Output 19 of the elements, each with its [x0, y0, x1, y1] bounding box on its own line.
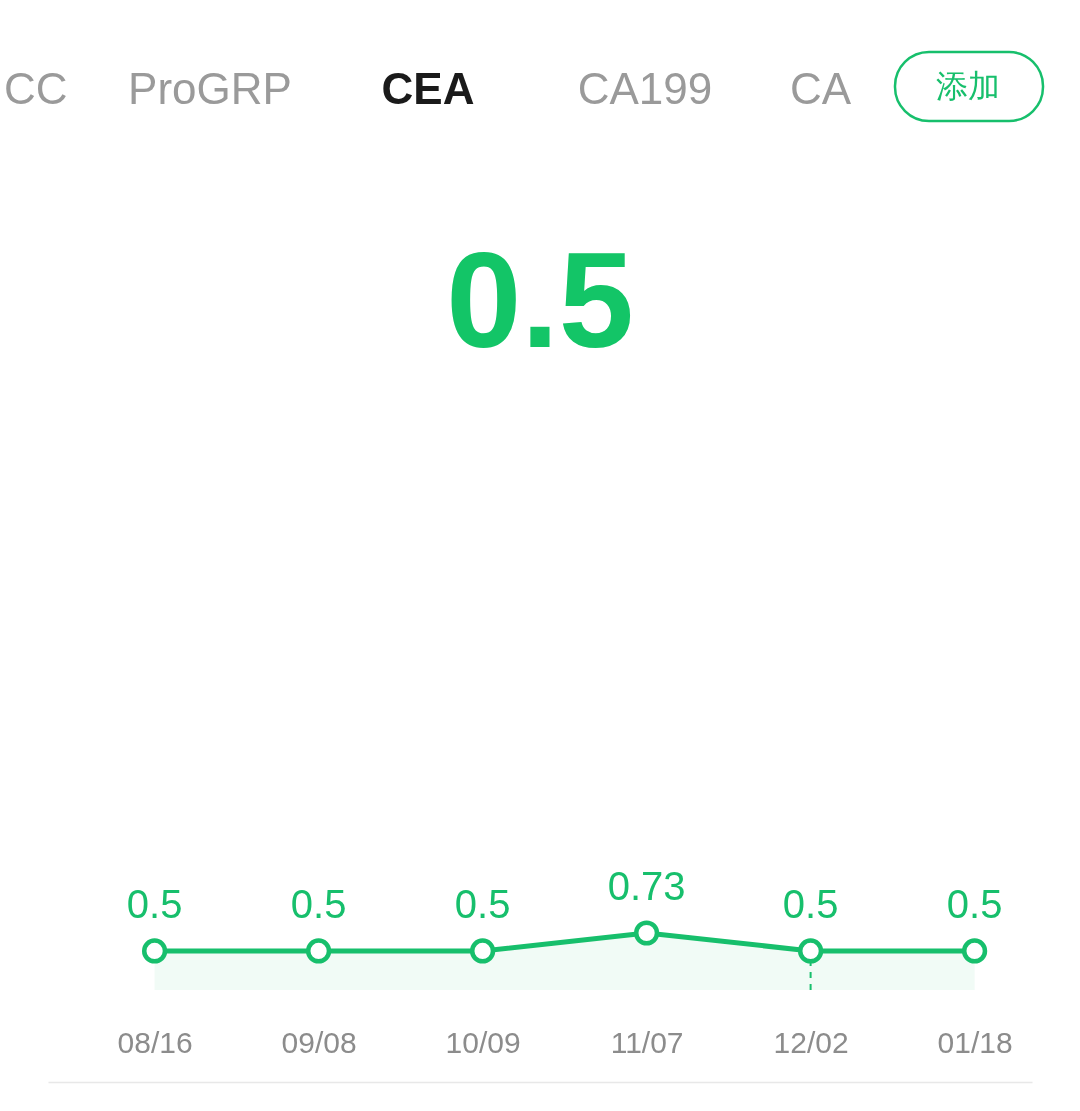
- data-label: 0.5: [454, 881, 511, 926]
- text: ProGRP: [128, 64, 292, 113]
- data-label: 0.5: [290, 881, 347, 926]
- text: 添加: [936, 67, 1000, 105]
- text: CA: [790, 64, 852, 113]
- data-label: 0.5: [946, 881, 1003, 926]
- data-label: 0.73: [607, 864, 686, 908]
- x-tick-label: 01/18: [937, 1025, 1013, 1059]
- chart-title: CEA: [381, 64, 475, 113]
- x-tick-label: 08/16: [117, 1025, 193, 1059]
- text: CA199: [577, 64, 713, 113]
- x-tick-label: 10/09: [445, 1025, 521, 1059]
- x-tick-label: 12/02: [773, 1025, 849, 1059]
- x-tick-label: 09/08: [281, 1025, 357, 1059]
- data-label: 0.5: [782, 881, 839, 926]
- text: CC: [4, 64, 68, 113]
- chart-subtitle: 0.5: [446, 225, 634, 376]
- x-tick-label: 11/07: [610, 1025, 684, 1059]
- data-label: 0.5: [126, 881, 183, 926]
